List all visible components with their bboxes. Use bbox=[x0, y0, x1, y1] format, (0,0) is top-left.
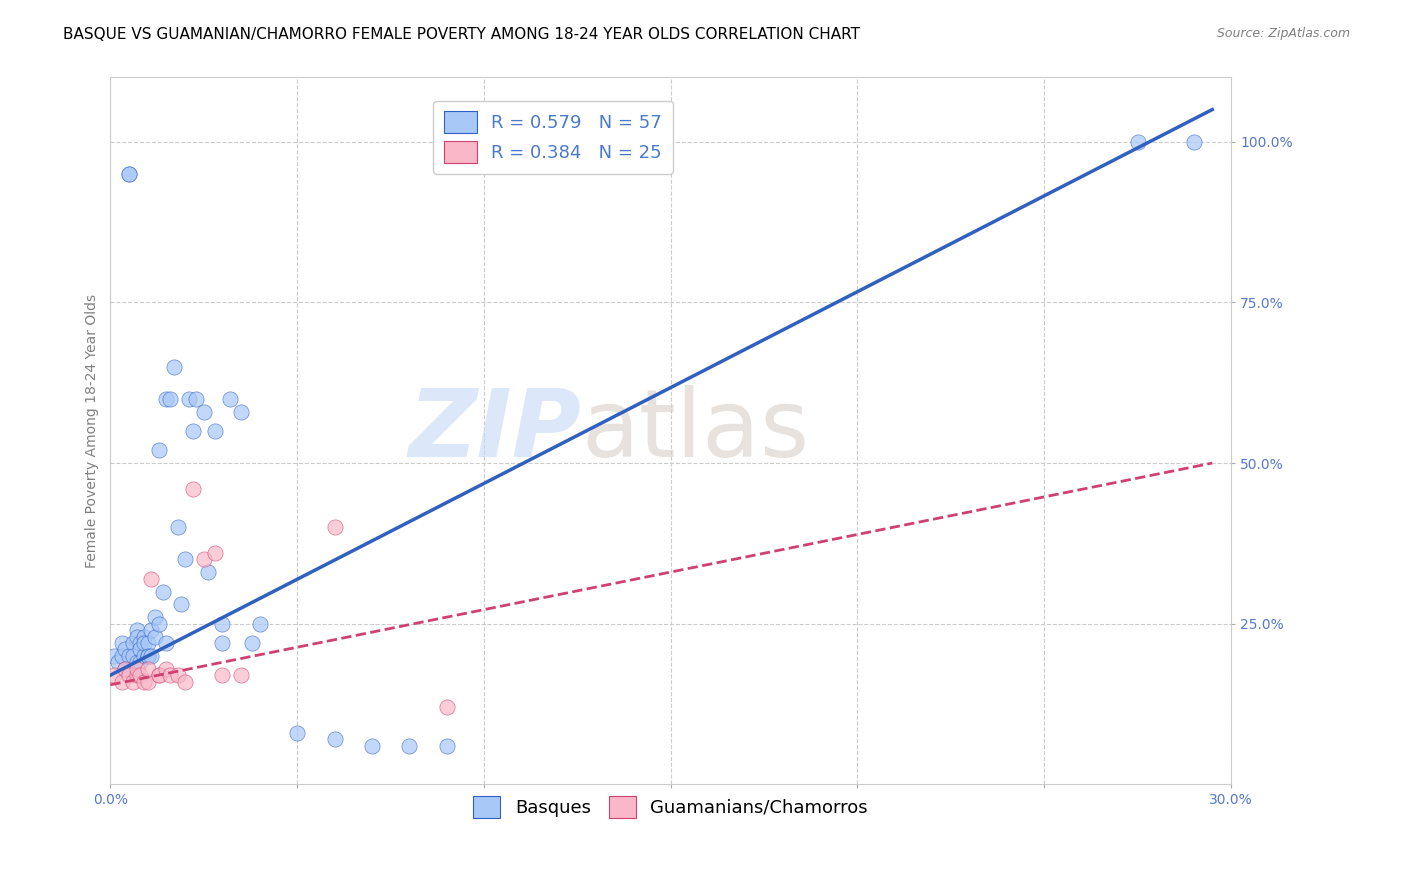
Point bbox=[103, 648, 125, 663]
Point bbox=[211, 636, 233, 650]
Point bbox=[193, 404, 215, 418]
Point bbox=[285, 726, 308, 740]
Point bbox=[219, 392, 242, 406]
Point bbox=[118, 668, 141, 682]
Point bbox=[249, 616, 271, 631]
Point bbox=[103, 668, 125, 682]
Point bbox=[155, 392, 177, 406]
Point bbox=[143, 610, 166, 624]
Point bbox=[166, 668, 188, 682]
Point bbox=[110, 648, 132, 663]
Point bbox=[204, 546, 226, 560]
Point bbox=[436, 739, 458, 753]
Point bbox=[107, 656, 129, 670]
Point bbox=[125, 656, 148, 670]
Point bbox=[136, 636, 159, 650]
Point bbox=[211, 668, 233, 682]
Point bbox=[114, 642, 136, 657]
Point bbox=[141, 572, 163, 586]
Point bbox=[141, 623, 163, 637]
Point bbox=[125, 623, 148, 637]
Text: atlas: atlas bbox=[581, 385, 810, 477]
Point bbox=[129, 642, 152, 657]
Point bbox=[177, 392, 200, 406]
Y-axis label: Female Poverty Among 18-24 Year Olds: Female Poverty Among 18-24 Year Olds bbox=[86, 293, 100, 568]
Point bbox=[197, 566, 219, 580]
Legend: Basques, Guamanians/Chamorros: Basques, Guamanians/Chamorros bbox=[465, 789, 876, 825]
Point bbox=[148, 443, 170, 458]
Point bbox=[436, 700, 458, 714]
Point bbox=[1126, 135, 1149, 149]
Point bbox=[129, 636, 152, 650]
Point bbox=[1182, 135, 1205, 149]
Point bbox=[141, 648, 163, 663]
Text: BASQUE VS GUAMANIAN/CHAMORRO FEMALE POVERTY AMONG 18-24 YEAR OLDS CORRELATION CH: BASQUE VS GUAMANIAN/CHAMORRO FEMALE POVE… bbox=[63, 27, 860, 42]
Point bbox=[166, 520, 188, 534]
Point bbox=[231, 404, 253, 418]
Point bbox=[148, 668, 170, 682]
Point bbox=[398, 739, 420, 753]
Point bbox=[121, 648, 143, 663]
Point bbox=[125, 630, 148, 644]
Point bbox=[129, 656, 152, 670]
Point bbox=[174, 674, 197, 689]
Point bbox=[136, 662, 159, 676]
Point bbox=[174, 552, 197, 566]
Point bbox=[132, 674, 155, 689]
Point bbox=[132, 630, 155, 644]
Point bbox=[118, 167, 141, 181]
Point bbox=[181, 424, 204, 438]
Point bbox=[114, 662, 136, 676]
Point bbox=[121, 674, 143, 689]
Point bbox=[193, 552, 215, 566]
Point bbox=[121, 662, 143, 676]
Point bbox=[170, 598, 193, 612]
Point bbox=[155, 636, 177, 650]
Point bbox=[155, 662, 177, 676]
Point bbox=[163, 359, 186, 374]
Point bbox=[132, 648, 155, 663]
Text: ZIP: ZIP bbox=[408, 385, 581, 477]
Point bbox=[114, 662, 136, 676]
Point bbox=[181, 482, 204, 496]
Text: Source: ZipAtlas.com: Source: ZipAtlas.com bbox=[1216, 27, 1350, 40]
Point bbox=[152, 584, 174, 599]
Point bbox=[186, 392, 208, 406]
Point bbox=[118, 648, 141, 663]
Point bbox=[110, 674, 132, 689]
Point bbox=[360, 739, 382, 753]
Point bbox=[211, 616, 233, 631]
Point bbox=[121, 636, 143, 650]
Point bbox=[240, 636, 263, 650]
Point bbox=[110, 636, 132, 650]
Point bbox=[159, 392, 181, 406]
Point bbox=[125, 668, 148, 682]
Point bbox=[136, 648, 159, 663]
Point bbox=[148, 668, 170, 682]
Point bbox=[132, 636, 155, 650]
Point bbox=[136, 648, 159, 663]
Point bbox=[136, 674, 159, 689]
Point bbox=[148, 616, 170, 631]
Point bbox=[143, 630, 166, 644]
Point bbox=[204, 424, 226, 438]
Point bbox=[129, 668, 152, 682]
Point bbox=[323, 520, 346, 534]
Point bbox=[118, 167, 141, 181]
Point bbox=[125, 662, 148, 676]
Point bbox=[231, 668, 253, 682]
Point bbox=[159, 668, 181, 682]
Point bbox=[323, 732, 346, 747]
